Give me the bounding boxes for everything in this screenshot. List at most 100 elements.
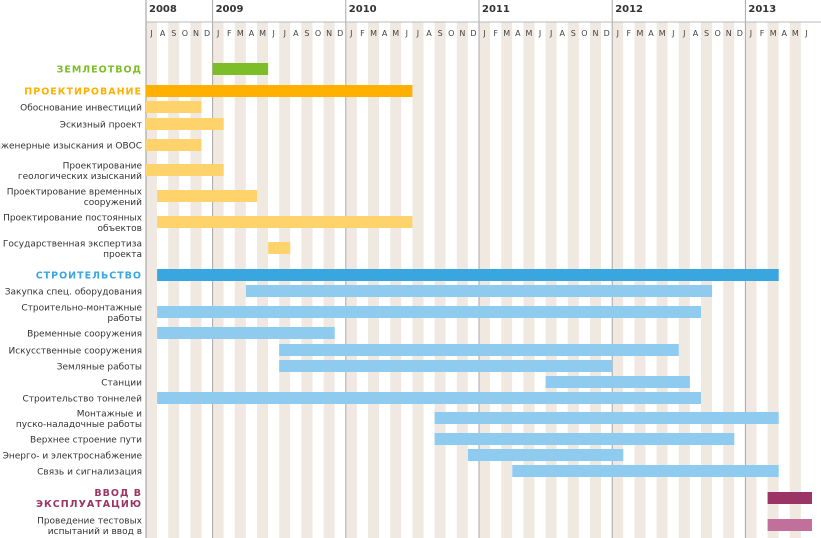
year-label-2011: 2011 [482, 4, 510, 15]
task-label: Строительство тоннелей [23, 395, 143, 405]
month-stripe [778, 22, 790, 538]
month-tick-label: S [304, 29, 309, 38]
task-bar [268, 242, 291, 254]
phase-label: ВВОД В ЭКСПЛУАТАЦИЮ [36, 488, 142, 510]
month-tick-label: J [749, 29, 752, 38]
task-bar [467, 449, 624, 461]
task-label: Искусственные сооружения [9, 347, 143, 357]
task-bar [157, 190, 257, 202]
month-tick-label: D [204, 29, 210, 38]
month-tick-label: J [682, 29, 685, 38]
month-tick-label: A [648, 29, 654, 38]
month-tick-label: A [560, 29, 566, 38]
month-tick-label: D [337, 29, 343, 38]
task-bar [146, 139, 202, 151]
task-label: Проектирование постоянных объектов [3, 213, 143, 234]
task-label: Земляные работы [57, 363, 142, 373]
month-tick-label: J [405, 29, 408, 38]
task-bar [146, 101, 202, 113]
month-tick-label: S [704, 29, 709, 38]
month-tick-label: O [581, 29, 587, 38]
month-tick-label: M [636, 29, 643, 38]
month-tick-label: J [549, 29, 552, 38]
month-tick-label: D [604, 29, 610, 38]
month-tick-label: M [370, 29, 377, 38]
month-tick-label: M [392, 29, 399, 38]
task-label: Проведение тестовых испытаний и ввод в [37, 516, 143, 537]
task-bar [434, 412, 779, 424]
task-bar [157, 392, 702, 404]
month-tick-label: J [416, 29, 419, 38]
year-label-2009: 2009 [216, 4, 244, 15]
year-label-2012: 2012 [615, 4, 643, 15]
month-tick-label: S [171, 29, 176, 38]
month-tick-label: A [249, 29, 255, 38]
month-tick-label: M [525, 29, 532, 38]
task-label: Связь и сигнализация [37, 468, 142, 478]
month-tick-label: F [360, 29, 365, 38]
task-label: Проектирование геологических изысканий [18, 161, 143, 182]
month-tick-label: J [271, 29, 274, 38]
month-tick-label: A [426, 29, 432, 38]
task-label: Государственная экспертиза проекта [3, 239, 142, 260]
month-stripe [789, 22, 801, 538]
month-tick-label: A [293, 29, 299, 38]
phase-label: СТРОИТЕЛЬСТВО [36, 271, 142, 282]
task-label: Эскизный проект [60, 121, 142, 131]
task-bars [146, 63, 812, 531]
phase-bar [146, 85, 413, 97]
month-tick-label: J [616, 29, 619, 38]
task-bar [245, 285, 713, 297]
month-tick-label: M [792, 29, 799, 38]
month-tick-label: J [671, 29, 674, 38]
task-bar [512, 465, 779, 477]
task-bar [146, 118, 224, 130]
task-label: Обоснование инвестиций [20, 104, 142, 114]
task-label: Закупка спец. оборудования [5, 288, 142, 298]
month-tick-label: A [515, 29, 521, 38]
month-tick-label: J [804, 29, 807, 38]
month-tick-label: M [659, 29, 666, 38]
month-tick-label: O [448, 29, 454, 38]
task-bar [767, 519, 812, 531]
task-label: Энерго- и электроснабжение [3, 452, 143, 462]
task-label: Временные сооружения [27, 330, 142, 340]
month-tick-label: O [315, 29, 321, 38]
month-tick-label: J [538, 29, 541, 38]
year-label-2008: 2008 [149, 4, 177, 15]
task-bar [157, 306, 702, 318]
month-tick-label: N [593, 29, 599, 38]
task-bar [157, 216, 413, 228]
month-tick-label: A [782, 29, 788, 38]
month-tick-label: F [493, 29, 498, 38]
month-tick-label: J [349, 29, 352, 38]
task-label: Строительно-монтажные работы [21, 303, 142, 324]
month-tick-label: M [259, 29, 266, 38]
task-label: Инженерные изыскания и ОВОС [0, 142, 142, 152]
phase-bar [212, 63, 269, 75]
month-tick-label: D [470, 29, 476, 38]
month-tick-label: N [726, 29, 732, 38]
month-tick-label: N [459, 29, 465, 38]
month-tick-label: A [693, 29, 699, 38]
month-tick-label: J [216, 29, 219, 38]
task-label: Верхнее строение пути [30, 436, 142, 446]
month-tick-label: M [503, 29, 510, 38]
month-tick-label: S [438, 29, 443, 38]
month-tick-label: N [326, 29, 332, 38]
task-bar [434, 433, 735, 445]
month-tick-label: N [193, 29, 199, 38]
month-tick-label: M [237, 29, 244, 38]
month-tick-label: J [149, 29, 152, 38]
row-labels: ЗЕМЛЕОТВОД ПРОЕКТИРОВАНИЕ Обоснование инве… [0, 65, 143, 537]
month-tick-label: O [715, 29, 721, 38]
task-label: Проектирование временных сооружений [7, 187, 143, 208]
year-label-2013: 2013 [748, 4, 776, 15]
month-tick-label: S [571, 29, 576, 38]
task-label: Монтажные и пуско-наладочные работы [16, 409, 142, 430]
month-tick-label: A [382, 29, 388, 38]
month-stripe [146, 22, 158, 538]
task-bar [157, 327, 335, 339]
